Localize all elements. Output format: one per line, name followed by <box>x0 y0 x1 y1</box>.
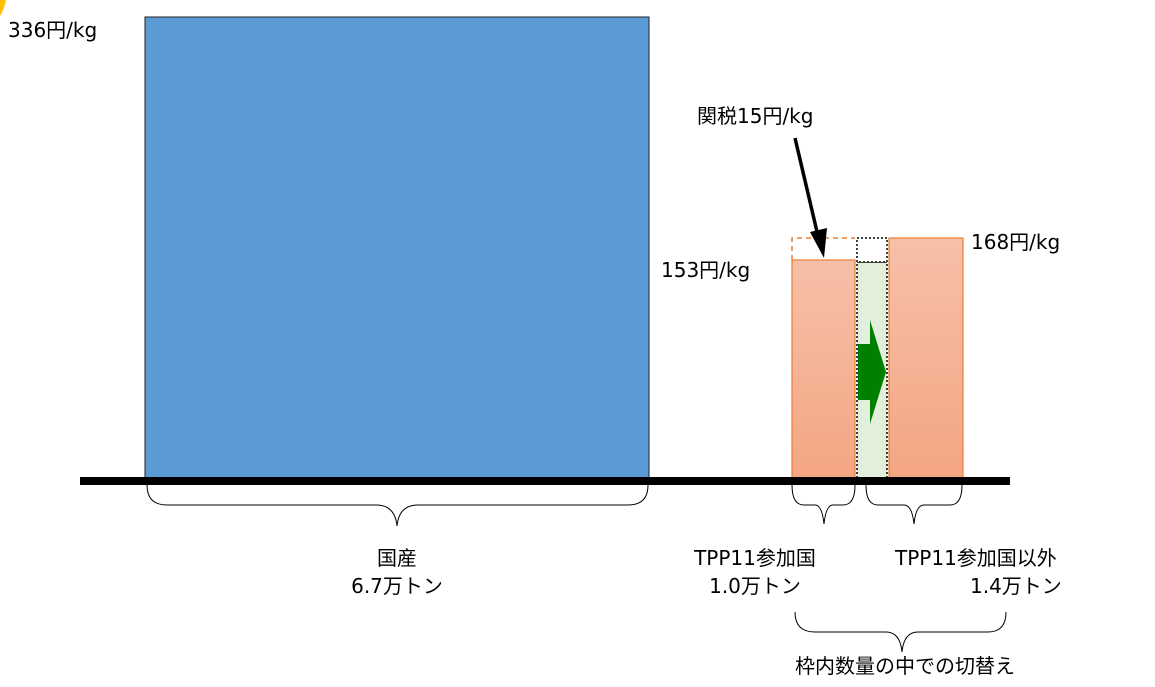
tpp-member-bar <box>791 259 856 481</box>
domestic-price-label: 336円/kg <box>8 18 98 42</box>
tariff-dashed-box <box>791 237 855 260</box>
domestic-bar <box>144 16 650 481</box>
non-member-volume-label: 1.4万トン <box>970 574 1062 598</box>
domestic-brace <box>146 484 649 527</box>
tariff-pointer-line <box>793 137 820 237</box>
domestic-volume-label: 6.7万トン <box>351 574 443 598</box>
baseline <box>80 477 1010 485</box>
non-member-price-label: 168円/kg <box>971 230 1061 254</box>
non-member-name-label: TPP11参加国以外 <box>895 546 1057 570</box>
domestic-name-label: 国産 <box>377 546 417 570</box>
tpp-member-name-label: TPP11参加国 <box>694 546 816 570</box>
non-member-brace <box>865 484 963 525</box>
switch-label: 枠内数量の中での切替え <box>795 654 1015 678</box>
tariff-pointer-head <box>810 228 827 258</box>
switch-arrow-icon <box>858 320 886 424</box>
tpp-member-volume-label: 1.0万トン <box>709 574 801 598</box>
non-member-bar <box>888 237 964 481</box>
transfer-tariff-box <box>856 237 888 263</box>
switch-brace <box>794 611 1007 653</box>
tariff-label: 関税15円/kg <box>697 104 814 128</box>
tpp-member-price-label: 153円/kg <box>661 258 751 282</box>
tpp-member-brace <box>791 484 856 525</box>
corner-accent <box>0 0 6 16</box>
